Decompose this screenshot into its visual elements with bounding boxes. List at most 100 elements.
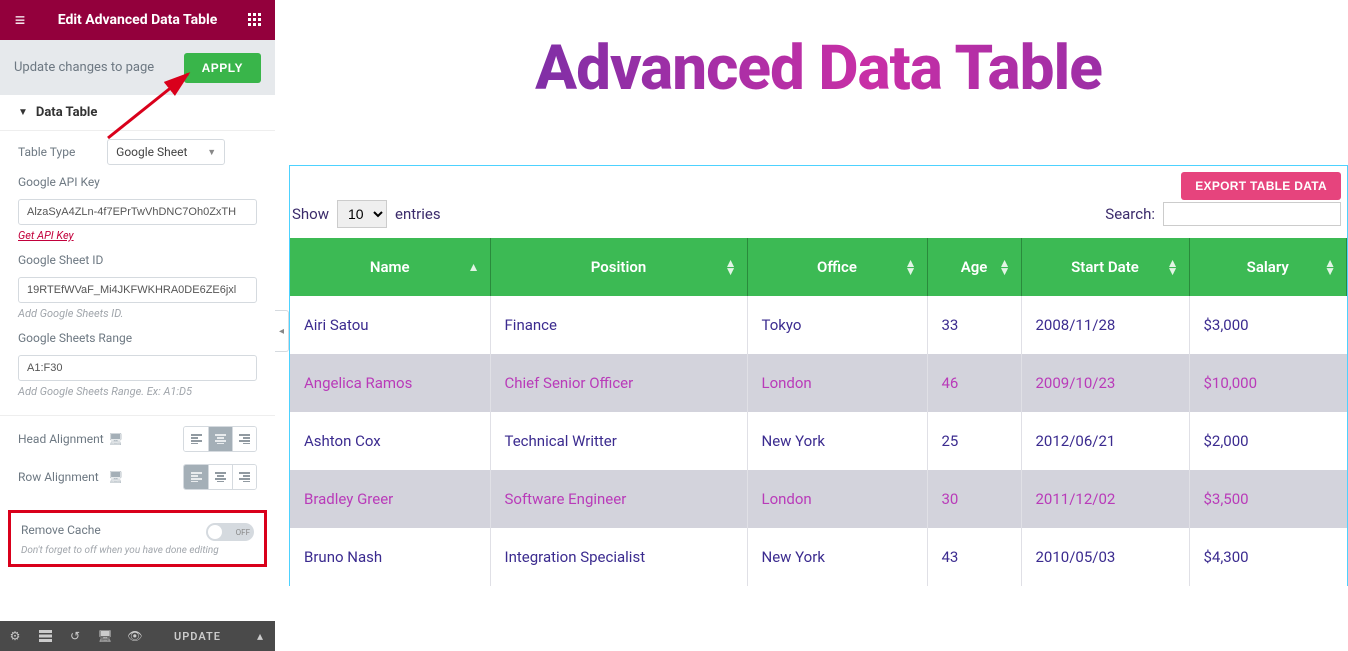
apps-grid-icon[interactable] [235,0,275,40]
control-head-alignment: Head Alignment 🖥 [0,420,275,458]
column-header[interactable]: Start Date▲▼ [1021,238,1189,296]
table-cell: 33 [927,296,1021,354]
panel-collapse-handle[interactable]: ◂ [275,310,289,352]
range-hint: Add Google Sheets Range. Ex: A1:D5 [18,385,192,398]
search-label: Search: [1105,205,1155,223]
table-row[interactable]: Angelica RamosChief Senior OfficerLondon… [290,354,1347,412]
table-type-value: Google Sheet [116,145,187,159]
section-data-table[interactable]: ▼ Data Table [0,95,275,131]
sheet-id-input[interactable] [18,277,257,303]
table-cell: 2012/06/21 [1021,412,1189,470]
entries-label: entries [395,205,441,223]
remove-cache-toggle[interactable]: OFF [206,523,254,541]
align-center-button[interactable] [208,465,232,489]
table-row[interactable]: Airi SatouFinanceTokyo332008/11/28$3,000 [290,296,1347,354]
menu-icon[interactable]: ≡ [0,0,40,40]
search-input[interactable] [1163,202,1341,226]
panel-body: Table Type Google Sheet ▼ Google API Key… [0,131,275,621]
range-label: Google Sheets Range [18,331,257,345]
responsive-icon[interactable]: 🖥 [108,470,123,484]
table-cell: $3,500 [1189,470,1347,528]
export-table-button[interactable]: EXPORT TABLE DATA [1181,172,1341,200]
table-body: Airi SatouFinanceTokyo332008/11/28$3,000… [290,296,1347,586]
column-header[interactable]: Office▲▼ [747,238,927,296]
table-row[interactable]: Bruno NashIntegration SpecialistNew York… [290,528,1347,586]
chevron-down-icon: ▼ [207,147,216,158]
row-align-label: Row Alignment [18,470,108,484]
sheet-id-label: Google Sheet ID [18,253,257,267]
table-cell: Ashton Cox [290,412,490,470]
control-table-type: Table Type Google Sheet ▼ [0,131,275,167]
api-key-input[interactable] [18,199,257,225]
sheet-id-hint: Add Google Sheets ID. [18,307,123,320]
apply-button[interactable]: APPLY [184,53,261,83]
settings-icon[interactable]: ⚙ [0,621,30,651]
entries-select[interactable]: 10 [337,200,387,228]
table-cell: 2010/05/03 [1021,528,1189,586]
update-options-icon[interactable]: ▴ [245,621,275,651]
head-align-group [183,426,257,452]
row-align-group [183,464,257,490]
show-label: Show [292,205,329,223]
caret-down-icon: ▼ [18,107,28,118]
table-cell: New York [747,528,927,586]
align-right-button[interactable] [232,465,256,489]
entries-control: Show 10 entries [292,200,441,228]
table-cell: Bradley Greer [290,470,490,528]
control-row-alignment: Row Alignment 🖥 [0,458,275,496]
table-cell: 43 [927,528,1021,586]
table-cell: 46 [927,354,1021,412]
control-api-key: Google API Key Get API Key [0,167,275,245]
align-center-button[interactable] [208,427,232,451]
table-cell: Bruno Nash [290,528,490,586]
table-cell: London [747,354,927,412]
sidebar-title: Edit Advanced Data Table [40,12,235,28]
table-cell: Angelica Ramos [290,354,490,412]
align-left-button[interactable] [184,465,208,489]
table-cell: New York [747,412,927,470]
table-type-label: Table Type [18,145,75,159]
head-align-label: Head Alignment [18,432,108,446]
column-header[interactable]: Position▲▼ [490,238,747,296]
table-cell: 2009/10/23 [1021,354,1189,412]
table-row[interactable]: Bradley GreerSoftware EngineerLondon3020… [290,470,1347,528]
sidebar-header: ≡ Edit Advanced Data Table [0,0,275,40]
navigator-icon[interactable] [30,621,60,651]
table-cell: $10,000 [1189,354,1347,412]
table-cell: Technical Writter [490,412,747,470]
table-cell: Airi Satou [290,296,490,354]
table-cell: 2011/12/02 [1021,470,1189,528]
column-header[interactable]: Age▲▼ [927,238,1021,296]
table-row[interactable]: Ashton CoxTechnical WritterNew York25201… [290,412,1347,470]
column-header[interactable]: Name▲ [290,238,490,296]
align-right-button[interactable] [232,427,256,451]
column-header[interactable]: Salary▲▼ [1189,238,1347,296]
table-cell: $4,300 [1189,528,1347,586]
align-left-button[interactable] [184,427,208,451]
control-sheet-id: Google Sheet ID Add Google Sheets ID. [0,245,275,323]
table-cell: 2008/11/28 [1021,296,1189,354]
table-cell: 30 [927,470,1021,528]
preview-icon[interactable]: 👁 [120,621,150,651]
update-button[interactable]: UPDATE [150,630,245,643]
update-bar: Update changes to page APPLY [0,40,275,95]
control-remove-cache: OFF Remove Cache Don't forget to off whe… [8,510,267,567]
table-cell: 25 [927,412,1021,470]
table-cell: Chief Senior Officer [490,354,747,412]
range-input[interactable] [18,355,257,381]
remove-cache-hint: Don't forget to off when you have done e… [21,545,254,556]
get-api-key-link[interactable]: Get API Key [18,229,74,242]
responsive-mode-icon[interactable]: 🖥 [90,621,120,651]
page-title: Advanced Data Table [289,32,1348,105]
history-icon[interactable]: ↺ [60,621,90,651]
control-range: Google Sheets Range Add Google Sheets Ra… [0,323,275,401]
table-type-select[interactable]: Google Sheet ▼ [107,139,225,165]
table-cell: Finance [490,296,747,354]
table-cell: Software Engineer [490,470,747,528]
section-label: Data Table [36,105,98,120]
sidebar-footer: ⚙ ↺ 🖥 👁 UPDATE ▴ [0,621,275,651]
responsive-icon[interactable]: 🖥 [108,432,123,446]
editor-sidebar: ≡ Edit Advanced Data Table Update change… [0,0,275,651]
divider [0,415,275,416]
table-cell: $2,000 [1189,412,1347,470]
